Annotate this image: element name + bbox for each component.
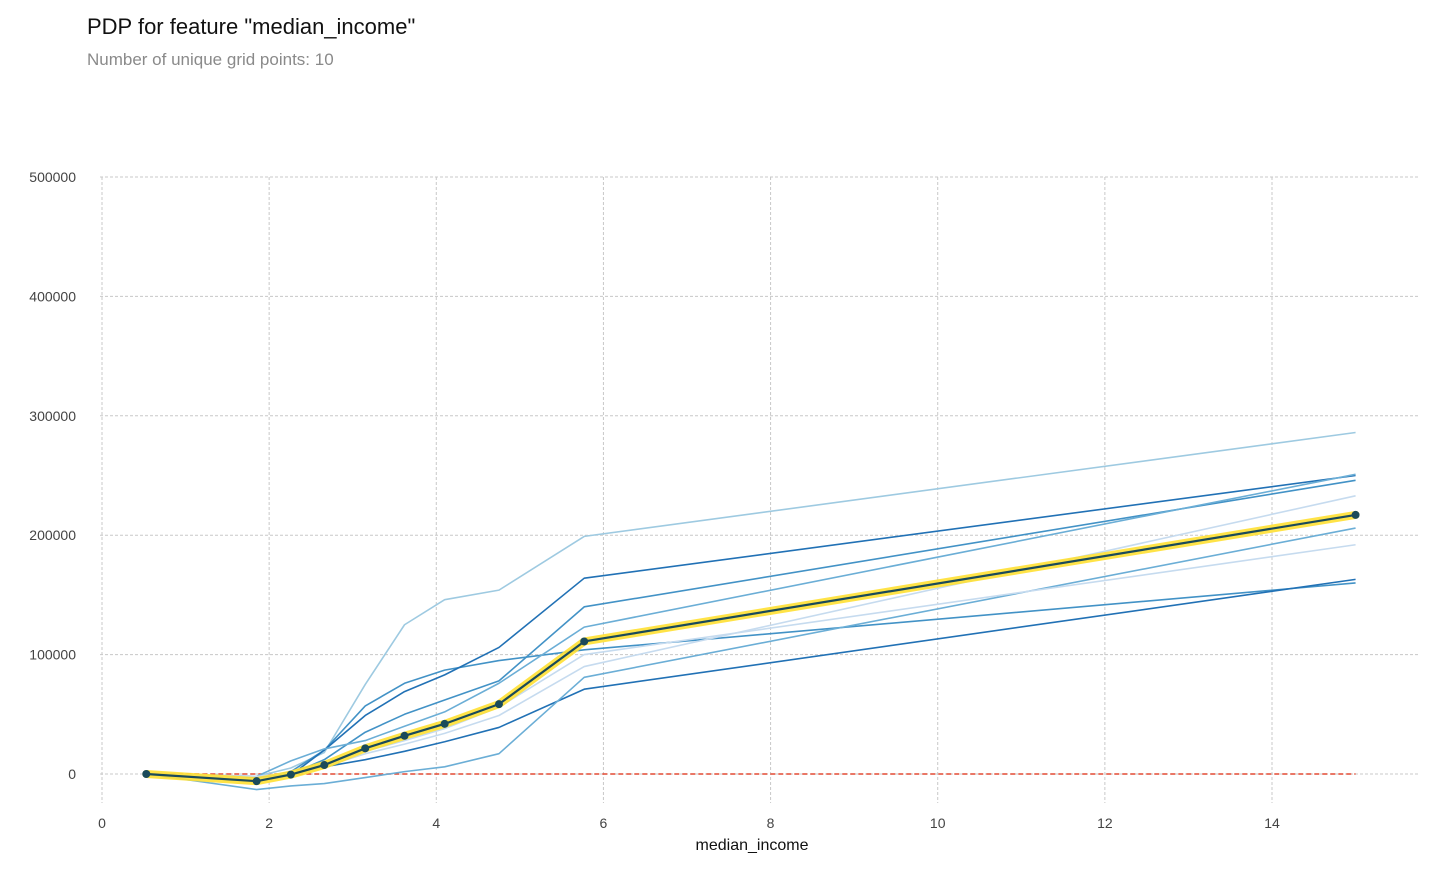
- pdp-point-6: [440, 719, 449, 728]
- x-axis-label: median_income: [696, 837, 809, 854]
- grid-lines: [100, 176, 1418, 803]
- chart-subtitle: Number of unique grid points: 10: [87, 50, 334, 69]
- pdp-line: [146, 513, 1356, 783]
- x-tick-label-5: 10: [930, 815, 946, 831]
- pdp-point-7: [494, 700, 503, 709]
- y-tick-label-3: 300000: [29, 408, 76, 424]
- x-tick-label-4: 8: [767, 815, 775, 831]
- ice-line-6: [146, 473, 1356, 778]
- chart-title: PDP for feature "median_income": [87, 14, 416, 39]
- pdp-point-3: [320, 761, 329, 770]
- pdp-point-1: [252, 777, 261, 786]
- y-tick-label-5: 500000: [29, 169, 76, 185]
- x-tick-label-3: 6: [600, 815, 608, 831]
- ice-line-7: [146, 495, 1356, 780]
- pdp-point-0: [142, 770, 151, 778]
- x-tick-label-7: 14: [1264, 815, 1280, 831]
- ice-line-4: [146, 474, 1356, 782]
- pdp-series: [142, 510, 1360, 786]
- pdp-point-4: [361, 744, 370, 753]
- y-tick-label-4: 400000: [29, 288, 76, 304]
- x-tick-label-6: 12: [1097, 815, 1113, 831]
- pdp-point-8: [580, 637, 589, 646]
- pdp-band: [142, 510, 1360, 786]
- y-tick-label-1: 100000: [29, 647, 76, 663]
- pdp-point-5: [400, 731, 409, 740]
- pdp-point-2: [286, 770, 295, 779]
- pdp-point-9: [1351, 510, 1360, 519]
- y-tick-label-2: 200000: [29, 527, 76, 543]
- y-tick-label-0: 0: [68, 766, 76, 782]
- ice-line-5: [146, 527, 1356, 791]
- x-tick-label-1: 2: [265, 815, 273, 831]
- tick-labels: 0 100000 200000 300000 400000 500000 0 2 4 6 8 10 12…: [29, 169, 1280, 831]
- x-tick-label-0: 0: [98, 815, 106, 831]
- x-tick-label-2: 4: [432, 815, 440, 831]
- ice-line-0: [146, 431, 1356, 778]
